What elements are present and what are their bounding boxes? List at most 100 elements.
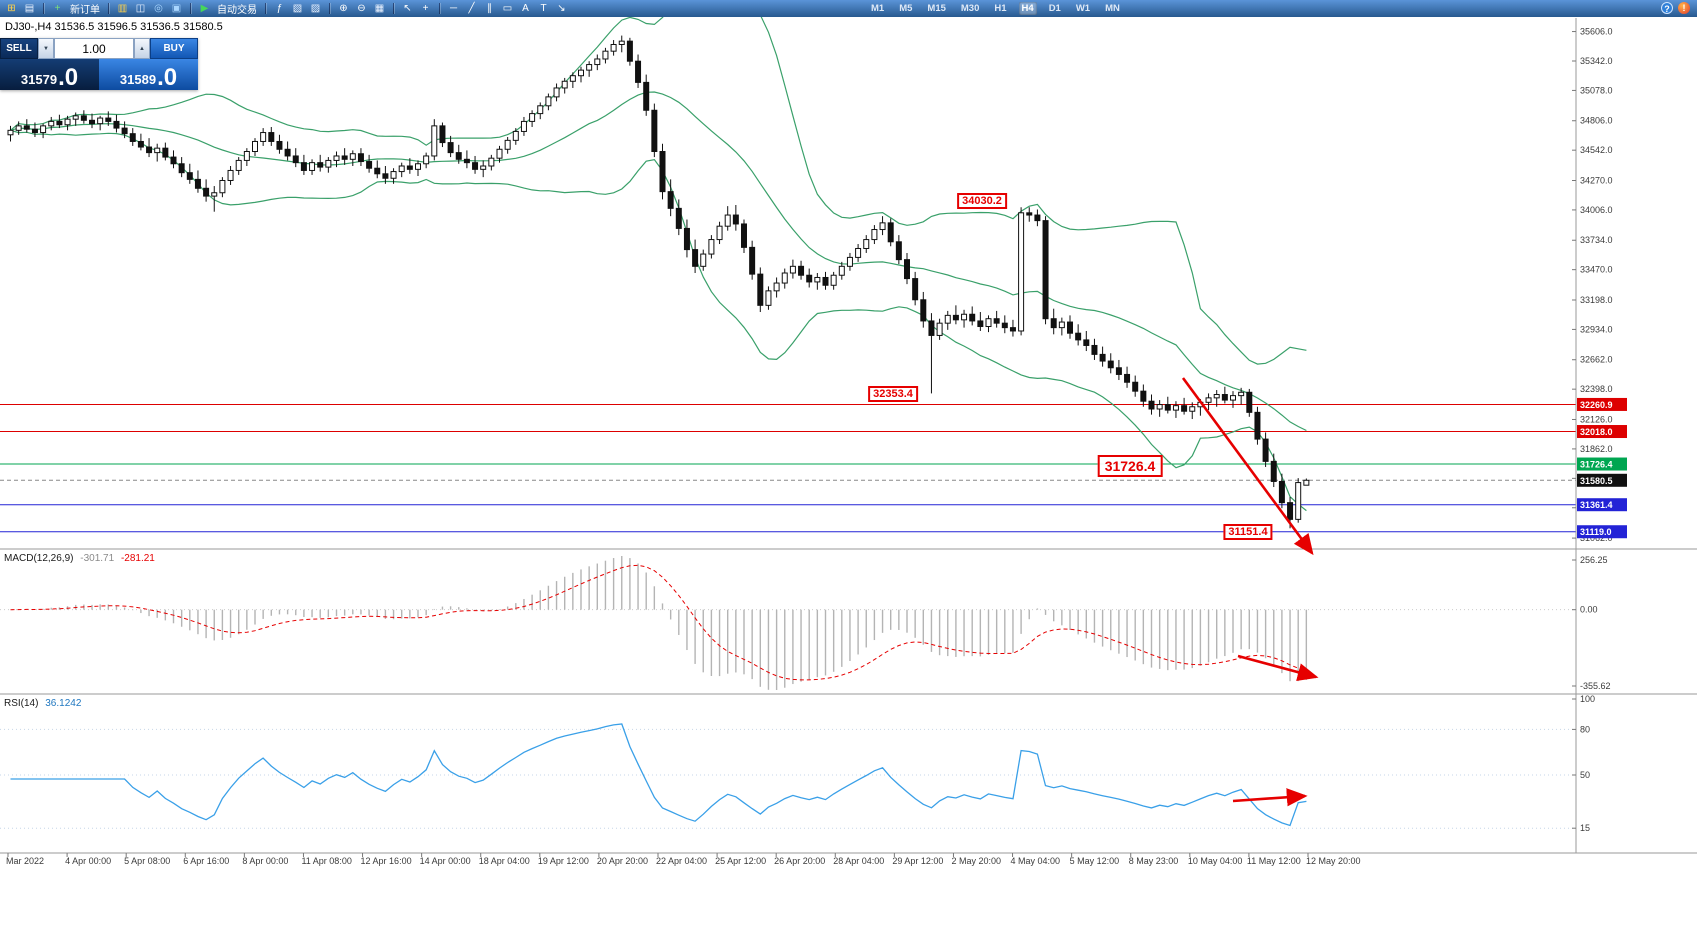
macd-axis-tick: 0.00 xyxy=(1580,605,1598,615)
timeframe-button-m15[interactable]: M15 xyxy=(927,3,946,14)
zoom-in-icon[interactable]: ⊕ xyxy=(339,3,348,14)
price-axis-tick: 35606.0 xyxy=(1580,27,1613,37)
price-level-lines xyxy=(0,403,1576,533)
price-axis-tick: 32398.0 xyxy=(1580,384,1613,394)
price-level-badge: 31361.4 xyxy=(1580,500,1613,510)
cursor-icon[interactable]: ↖ xyxy=(403,3,412,14)
toolbar-separator xyxy=(43,3,44,14)
toolbar-separator xyxy=(329,3,330,14)
price-annotation: 34030.2 xyxy=(957,193,1007,209)
price-annotation: 31726.4 xyxy=(1097,455,1163,477)
price-level-badge: 32260.9 xyxy=(1580,400,1613,410)
sell-price[interactable]: 31579 .0 xyxy=(0,59,99,90)
candles-layer xyxy=(7,35,1310,529)
timeframe-button-h1[interactable]: H1 xyxy=(994,3,1007,14)
date-axis-tick: 18 Apr 04:00 xyxy=(479,856,530,866)
timeframe-button-h4[interactable]: H4 xyxy=(1018,2,1037,15)
tile-windows-icon[interactable]: ▦ xyxy=(374,3,385,14)
toolbar-right: ? ! xyxy=(1661,2,1690,14)
channel-icon[interactable]: ∥ xyxy=(487,3,492,14)
market-watch-icon[interactable]: ▥ xyxy=(117,3,128,14)
trade-panel-prices: 31579 .0 31589 .0 xyxy=(0,59,198,90)
date-axis-tick: 8 May 23:00 xyxy=(1129,856,1179,866)
toolbar-separator xyxy=(439,3,440,14)
arrow-objects-icon[interactable]: ↘ xyxy=(557,3,566,14)
zoom-out-icon[interactable]: ⊖ xyxy=(357,3,366,14)
data-window-icon[interactable]: ◫ xyxy=(135,3,146,14)
date-axis-tick: 5 May 12:00 xyxy=(1070,856,1120,866)
price-axis-tick: 34006.0 xyxy=(1580,205,1613,215)
volume-decrease-button[interactable]: ▼ xyxy=(38,38,54,59)
price-axis-tick: 32662.0 xyxy=(1580,355,1613,365)
timeframe-button-d1[interactable]: D1 xyxy=(1048,3,1061,14)
periods-icon[interactable]: ▧ xyxy=(292,3,303,14)
alert-icon[interactable]: ! xyxy=(1678,2,1690,14)
date-axis-tick: 10 May 04:00 xyxy=(1188,856,1243,866)
price-level-badge: 31726.4 xyxy=(1580,460,1613,470)
new-order-icon[interactable]: + xyxy=(54,3,61,14)
toolbar-separator xyxy=(190,3,191,14)
text-icon[interactable]: A xyxy=(522,3,529,14)
new-chart-icon[interactable]: ⊞ xyxy=(7,3,16,14)
price-axis-tick: 35342.0 xyxy=(1580,56,1613,66)
timeframe-button-m5[interactable]: M5 xyxy=(899,3,913,14)
bollinger-bands xyxy=(10,0,1307,512)
rsi-value: 36.1242 xyxy=(45,698,82,709)
timeframe-button-mn[interactable]: MN xyxy=(1105,3,1120,14)
rsi-axis-tick: 50 xyxy=(1580,770,1590,780)
timeframe-button-w1[interactable]: W1 xyxy=(1075,3,1091,14)
macd-indicator-label: MACD(12,26,9) -301.71 -281.21 xyxy=(4,553,155,564)
date-axis-tick: Mar 2022 xyxy=(6,856,44,866)
terminal-icon[interactable]: ▣ xyxy=(171,3,182,14)
price-axis-tick: 32934.0 xyxy=(1580,324,1613,334)
price-annotation: 32353.4 xyxy=(868,386,918,402)
volume-increase-button[interactable]: ▲ xyxy=(134,38,150,59)
label-icon[interactable]: T xyxy=(540,3,547,14)
date-axis-tick: 5 Apr 08:00 xyxy=(124,856,170,866)
navigator-icon[interactable]: ◎ xyxy=(154,3,163,14)
autotrade-button[interactable]: 自动交易 xyxy=(217,5,257,16)
price-axis-tick: 34542.0 xyxy=(1580,145,1613,155)
macd-main-value: -301.71 xyxy=(80,553,115,564)
volume-input[interactable] xyxy=(54,38,134,59)
buy-button[interactable]: BUY xyxy=(150,38,198,59)
price-axis-tick: 32126.0 xyxy=(1580,414,1613,424)
trendline-icon[interactable]: ╱ xyxy=(468,3,475,14)
buy-price-main: 31589 xyxy=(119,71,157,87)
crosshair-icon[interactable]: + xyxy=(422,3,429,14)
date-axis-tick: 8 Apr 00:00 xyxy=(242,856,288,866)
toolbar-separator xyxy=(108,3,109,14)
price-axis-tick: 31862.0 xyxy=(1580,444,1613,454)
toolbar-separator xyxy=(393,3,394,14)
price-level-badge: 31119.0 xyxy=(1580,527,1612,537)
templates-icon[interactable]: ▨ xyxy=(310,3,321,14)
buy-price[interactable]: 31589 .0 xyxy=(99,59,198,90)
trade-panel-controls: SELL ▼ ▲ BUY xyxy=(0,38,198,59)
date-axis-tick: 4 Apr 00:00 xyxy=(65,856,111,866)
date-axis-tick: 11 May 12:00 xyxy=(1247,856,1301,866)
timeframe-button-m30[interactable]: M30 xyxy=(960,3,980,14)
price-axis-tick: 33734.0 xyxy=(1580,235,1613,245)
toolbar-icons: ⊞ ▤ + 新订单 ▥ ◫ ◎ ▣ ▶ 自动交易 ƒ ▧ ▨ ⊕ ⊖ ▦ ↖ + ─ ╱ ∥ ▭ A T ↘ xyxy=(4,1,569,16)
date-axis-tick: 14 Apr 00:00 xyxy=(420,856,471,866)
main-toolbar: ⊞ ▤ + 新订单 ▥ ◫ ◎ ▣ ▶ 自动交易 ƒ ▧ ▨ ⊕ ⊖ ▦ ↖ + ─ ╱ ∥ ▭ A T ↘ M1 M5 M15 M3… xyxy=(0,0,1697,17)
macd-axis-tick: 256.25 xyxy=(1580,555,1608,565)
price-level-badge: 31580.5 xyxy=(1580,476,1613,486)
timeframe-button-m1[interactable]: M1 xyxy=(871,3,885,14)
profiles-icon[interactable]: ▤ xyxy=(24,3,35,14)
help-icon[interactable]: ? xyxy=(1661,2,1673,14)
new-order-button[interactable]: 新订单 xyxy=(70,5,100,16)
horizontal-line-icon[interactable]: ─ xyxy=(449,3,458,14)
trend-arrow xyxy=(1181,377,1314,556)
toolbar-separator xyxy=(265,3,266,14)
shapes-icon[interactable]: ▭ xyxy=(502,3,513,14)
price-axis-tick: 33470.0 xyxy=(1580,265,1613,275)
rsi-axis-tick: 100 xyxy=(1580,694,1595,704)
date-axis-tick: 20 Apr 20:00 xyxy=(597,856,648,866)
indicators-icon[interactable]: ƒ xyxy=(276,3,283,14)
autotrade-icon[interactable]: ▶ xyxy=(200,3,209,14)
date-axis-tick: 6 Apr 16:00 xyxy=(183,856,229,866)
sell-button[interactable]: SELL xyxy=(0,38,38,59)
price-axis-tick: 34270.0 xyxy=(1580,175,1613,185)
